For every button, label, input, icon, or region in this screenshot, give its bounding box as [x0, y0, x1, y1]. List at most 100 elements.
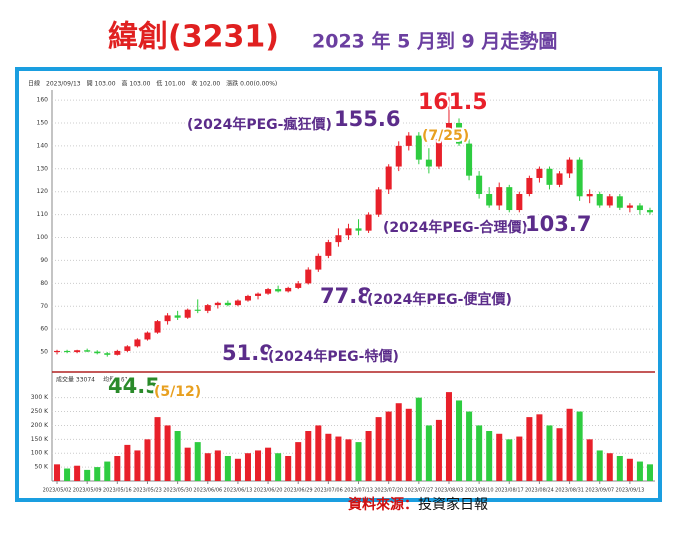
volume-bar — [616, 456, 623, 481]
volume-bar — [214, 450, 221, 481]
candle-body — [104, 353, 111, 355]
candle-body — [586, 194, 593, 197]
candle-body — [626, 205, 633, 208]
volume-bar — [375, 417, 382, 481]
annotation: 103.7 — [525, 212, 591, 236]
volume-bar — [365, 431, 372, 481]
candle-body — [335, 235, 342, 243]
volume-bar — [566, 408, 573, 481]
candle-body — [425, 159, 432, 167]
volume-bar — [626, 458, 633, 481]
candle-body — [184, 309, 191, 318]
x-tick-label: 2023/05/02 — [43, 488, 72, 494]
volume-bar — [285, 456, 292, 481]
y-tick-label: 140 — [37, 142, 49, 149]
candle-body — [415, 135, 422, 160]
candle-body — [476, 175, 483, 195]
candle-body — [204, 305, 211, 311]
candle-body — [224, 302, 231, 306]
volume-bar — [395, 403, 402, 481]
candle-body — [536, 168, 543, 178]
v-tick-label: 50 K — [35, 464, 50, 471]
y-tick-label: 160 — [37, 97, 49, 104]
candle-body — [265, 289, 272, 294]
volume-bar — [556, 428, 563, 481]
candle-body — [214, 302, 221, 306]
candle-body — [94, 351, 101, 354]
x-tick-label: 2023/08/31 — [555, 488, 584, 494]
v-tick-label: 200 K — [31, 422, 49, 429]
volume-bar — [646, 464, 653, 481]
volume-bar — [295, 442, 302, 481]
annotation: 44.5 — [108, 374, 160, 398]
x-tick-label: 2023/07/06 — [314, 488, 343, 494]
volume-info: 均量 66171 — [103, 376, 136, 384]
volume-info: 成交量 33074 — [56, 376, 95, 384]
x-tick-label: 2023/08/10 — [465, 488, 494, 494]
annotations: 161.5 (7/25) (2024年PEG-瘋狂價) 155.6 (2024年… — [106, 88, 593, 402]
candle-body — [486, 194, 493, 206]
x-tick-label: 2023/09/07 — [585, 488, 614, 494]
candle-body — [234, 300, 241, 306]
candle-body — [636, 205, 643, 211]
info-text: 收 102.00 — [191, 80, 220, 88]
candle-body — [516, 194, 523, 211]
y-tick-label: 100 — [37, 234, 49, 241]
annotation: 155.6 — [334, 107, 400, 131]
annotation: (2024年PEG-瘋狂價) — [187, 116, 332, 133]
candle-body — [445, 122, 452, 140]
y-tick-label: 90 — [40, 257, 48, 264]
candle-body — [325, 242, 332, 256]
y-tick-label: 60 — [40, 326, 48, 333]
candle-body — [114, 350, 121, 355]
volume-bar — [255, 450, 262, 481]
v-tick-label: 250 K — [31, 408, 49, 415]
volume-bar — [405, 408, 412, 481]
info-text: 高 103.00 — [122, 80, 151, 88]
volume-bar — [154, 417, 161, 481]
candle-body — [385, 166, 392, 190]
annotation: 77.8 — [320, 284, 372, 308]
candle-body — [74, 350, 81, 353]
candle-body — [255, 293, 262, 296]
info-text: 開 103.00 — [87, 81, 116, 88]
volume-bar — [486, 431, 493, 481]
y-tick-label: 70 — [40, 303, 48, 310]
candle-body — [154, 321, 161, 333]
candle-body — [365, 214, 372, 231]
candle-body — [566, 159, 573, 174]
candle-body — [596, 194, 603, 206]
volume-bar — [194, 442, 201, 481]
volume-bar — [275, 453, 282, 481]
volume-bar — [496, 433, 503, 481]
source: 投資家日報 — [418, 496, 488, 513]
v-tick-label: 100 K — [31, 450, 49, 457]
volume-bar — [536, 414, 543, 481]
x-tick-label: 2023/05/09 — [73, 488, 102, 494]
volume-bar — [265, 447, 272, 481]
candle-body — [375, 189, 382, 215]
candle-body — [54, 350, 61, 353]
candle-body — [466, 143, 473, 176]
volume-bar — [425, 425, 432, 481]
volume-bar — [84, 469, 91, 481]
volume-bar — [315, 425, 322, 481]
volume-bar — [415, 397, 422, 481]
candle-body — [295, 283, 302, 288]
frame — [15, 67, 662, 502]
volume-bar — [576, 411, 583, 481]
candle-body — [194, 309, 201, 311]
candle-body — [646, 210, 653, 213]
volume-bar — [456, 400, 463, 481]
candle-body — [315, 255, 322, 270]
info-text: 2023/09/13 — [46, 81, 81, 88]
volume-bar — [435, 419, 442, 481]
volume-bar — [104, 461, 111, 481]
candle-body — [616, 196, 623, 208]
volume-bar — [114, 456, 121, 481]
x-tick-label: 2023/07/20 — [374, 488, 403, 494]
annotation: 51.9 — [222, 341, 274, 365]
candle-body — [244, 295, 251, 301]
volume-bar — [74, 465, 81, 481]
x-tick-label: 2023/07/27 — [404, 488, 433, 494]
